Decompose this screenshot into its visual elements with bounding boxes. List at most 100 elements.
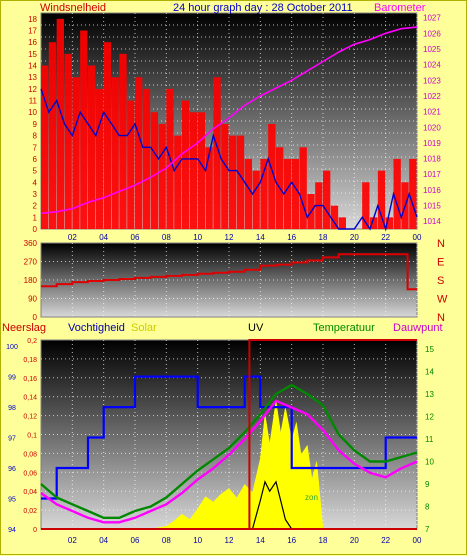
barometer-y-tick: 1014	[423, 217, 441, 226]
rain-y-tick: 0,06	[23, 470, 37, 477]
wind-gust-bar	[330, 205, 339, 229]
humidity-y-tick: 99	[8, 375, 16, 382]
sun-annotation: zon	[305, 493, 318, 502]
compass-tick: S	[437, 275, 444, 287]
temperature-y-tick: 15	[425, 345, 434, 354]
temperature-y-tick: 14	[425, 368, 434, 377]
weather-x-tick: 06	[131, 536, 140, 545]
wind-x-tick: 16	[287, 233, 296, 242]
barometer-y-tick: 1023	[423, 76, 441, 85]
wind-x-tick: 08	[162, 233, 171, 242]
wind-x-tick: 06	[131, 233, 140, 242]
wind-axis-title: Windsnelheid	[40, 2, 106, 14]
rain-y-tick: 0,1	[27, 433, 37, 440]
wind-y-tick: 1	[33, 213, 38, 222]
chart-title: 24 hour graph day : 28 October 2011	[173, 2, 353, 14]
rain-label: Neerslag	[2, 322, 46, 334]
wind-gust-bar	[299, 147, 307, 229]
wind-gust-bar	[64, 53, 72, 229]
wind-gust-bar	[127, 100, 135, 229]
wind-gust-bar	[197, 112, 205, 229]
temperature-y-tick: 10	[425, 458, 434, 467]
weather-x-tick: 10	[193, 536, 202, 545]
rain-y-tick: 0,02	[23, 508, 37, 515]
wind-gust-bar	[103, 42, 111, 229]
temperature-y-tick: 7	[425, 525, 430, 534]
chart-marks	[40, 18, 418, 530]
humidity-y-tick: 100	[6, 344, 18, 351]
wind-x-tick: 04	[99, 233, 108, 242]
wind-gust-bar	[88, 65, 96, 229]
wind-x-tick: 14	[256, 233, 265, 242]
weather-x-tick: 04	[99, 536, 108, 545]
wind-gust-bar	[189, 112, 198, 229]
temperature-line	[40, 383, 418, 519]
direction-y-tick: 270	[24, 258, 38, 267]
wind-y-tick: 11	[29, 97, 38, 106]
wind-gust-bar	[338, 217, 346, 229]
wind-gust-bar	[150, 112, 158, 229]
weather-x-tick: 20	[350, 536, 359, 545]
wind-gust-bar	[244, 158, 252, 229]
wind-gust-bar	[377, 170, 386, 229]
wind-y-tick: 7	[33, 143, 38, 152]
wind-gust-bar	[119, 53, 127, 229]
humidity-label: Vochtigheid	[68, 322, 125, 334]
wind-x-tick: 12	[225, 233, 234, 242]
compass-tick: W	[437, 294, 448, 306]
wind-x-tick: 00	[413, 233, 422, 242]
wind-x-tick: 20	[350, 233, 359, 242]
wind-gust-bar	[385, 217, 393, 229]
direction-line	[41, 253, 417, 291]
rain-y-tick: 0,18	[23, 357, 37, 364]
uv-label: UV	[248, 322, 264, 334]
compass-tick: N	[437, 238, 445, 250]
barometer-line	[40, 26, 418, 215]
weather-x-tick: 08	[162, 536, 171, 545]
weather-x-tick: 22	[381, 536, 390, 545]
wind-y-tick: 4	[33, 178, 38, 187]
wind-gust-bar	[41, 65, 49, 229]
solar-label: Solar	[131, 322, 157, 334]
wind-x-tick: 10	[193, 233, 202, 242]
wind-y-tick: 18	[28, 15, 37, 24]
wind-gust-bar	[260, 158, 268, 229]
wind-gust-bar	[393, 158, 401, 229]
wind-y-tick: 17	[28, 27, 37, 36]
wind-gust-bar	[221, 123, 229, 229]
barometer-axis-title: Barometer	[374, 2, 426, 14]
wind-gust-bar	[236, 135, 245, 229]
barometer-y-tick: 1017	[423, 170, 441, 179]
barometer-y-tick: 1015	[423, 202, 441, 211]
rain-y-tick: 0,04	[23, 489, 37, 496]
dewpoint-label: Dauwpunt	[393, 322, 443, 334]
wind-gust-bar	[205, 147, 213, 229]
wind-y-tick: 10	[28, 108, 37, 117]
wind-y-tick: 6	[33, 155, 38, 164]
barometer-y-tick: 1026	[423, 29, 441, 38]
wind-gust-bar	[95, 88, 104, 229]
wind-y-tick: 15	[28, 50, 37, 59]
wind-gust-bar	[158, 123, 166, 229]
barometer-y-tick: 1016	[423, 186, 441, 195]
humidity-y-tick: 94	[8, 527, 16, 534]
wind-x-tick: 22	[381, 233, 390, 242]
wind-x-tick: 02	[68, 233, 77, 242]
weather-x-tick: 14	[256, 536, 265, 545]
wind-gust-bar	[72, 77, 80, 229]
rain-y-tick: 0,16	[23, 376, 37, 383]
wind-gust-bar	[80, 30, 88, 229]
rain-y-tick: 0,14	[23, 395, 37, 402]
humidity-y-tick: 96	[8, 466, 16, 473]
barometer-y-tick: 1019	[423, 139, 441, 148]
wind-gust-bar	[56, 18, 64, 230]
compass-tick: E	[437, 257, 444, 269]
wind-gust-bar	[362, 182, 370, 229]
wind-gust-bar	[370, 217, 378, 229]
wind-gust-bar	[409, 158, 417, 229]
uv-line	[251, 480, 293, 530]
wind-gust-bar	[182, 100, 190, 229]
wind-y-tick: 2	[33, 202, 38, 211]
